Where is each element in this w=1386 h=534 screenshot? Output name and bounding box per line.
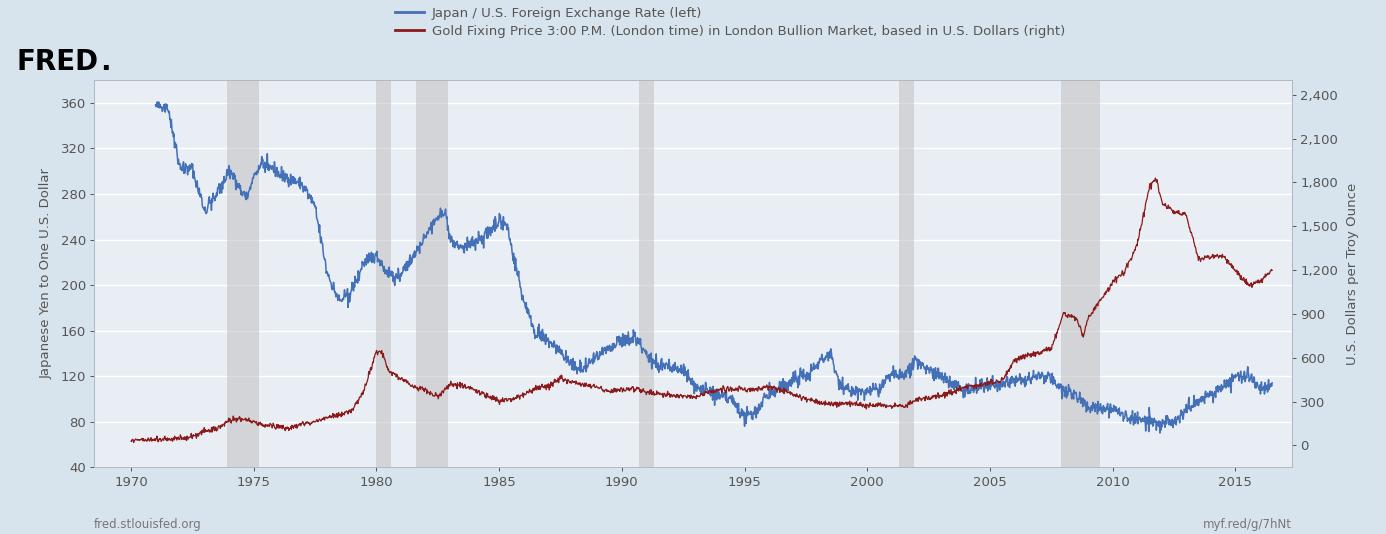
Legend: Japan / U.S. Foreign Exchange Rate (left), Gold Fixing Price 3:00 P.M. (London t: Japan / U.S. Foreign Exchange Rate (left… [395, 6, 1064, 38]
Bar [900, 80, 913, 467]
Bar [1062, 80, 1100, 467]
Bar [639, 80, 654, 467]
Bar [416, 80, 448, 467]
Text: fred.stlouisfed.org: fred.stlouisfed.org [94, 517, 202, 531]
Y-axis label: Japanese Yen to One U.S. Dollar: Japanese Yen to One U.S. Dollar [39, 168, 53, 379]
Bar [377, 80, 391, 467]
Text: myf.red/g/7hNt: myf.red/g/7hNt [1203, 517, 1292, 531]
Bar [227, 80, 259, 467]
Y-axis label: U.S. Dollars per Troy Ounce: U.S. Dollars per Troy Ounce [1346, 183, 1360, 365]
Text: FRED: FRED [17, 48, 98, 76]
Text: .: . [100, 48, 111, 76]
